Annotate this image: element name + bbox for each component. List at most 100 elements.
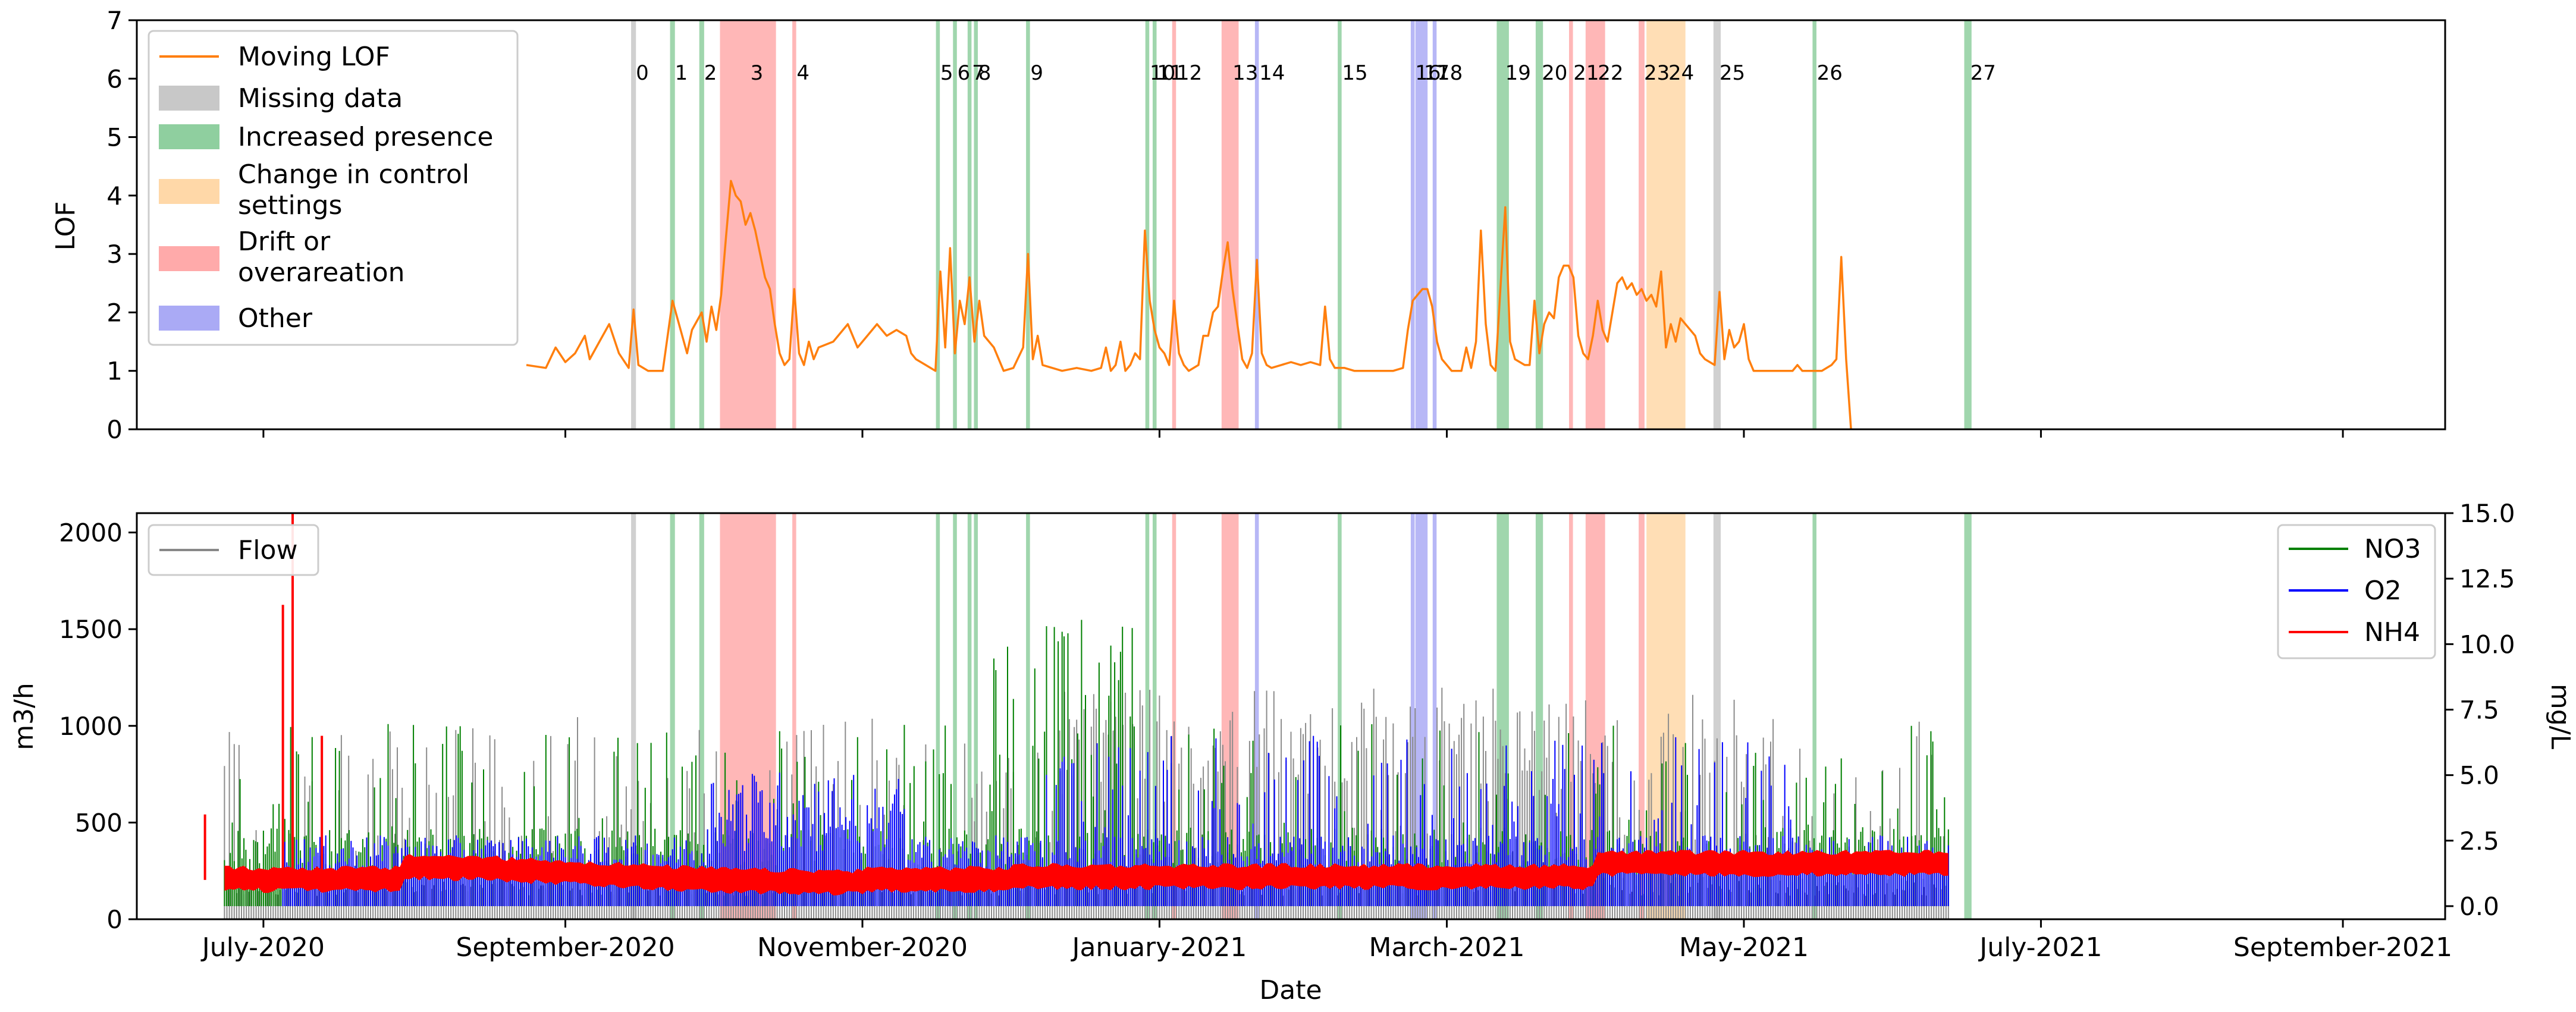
event-band-top — [1152, 20, 1157, 429]
sensor-panel: 0 500 1000 1500 2000 0.0 2.5 5.0 7.5 10.0 12.5 15.… — [9, 499, 2575, 1005]
event-band-top — [1254, 20, 1259, 429]
lof-line-group — [526, 180, 1852, 430]
event-band-top — [1338, 20, 1342, 429]
event-band-top — [1496, 20, 1509, 429]
legend-patch-swatch — [159, 306, 219, 331]
date-x-tick-label: September-2020 — [456, 932, 674, 963]
event-band-top — [792, 20, 796, 429]
flow-legend-box — [148, 524, 319, 576]
conc-y-tick-label: 12.5 — [2459, 564, 2515, 593]
date-x-ticks: July-2020 September-2020 November-2020 Janu… — [200, 919, 2452, 963]
sensor-plot-frame — [136, 512, 2446, 920]
flow-legend-label: Flow — [238, 535, 297, 565]
nh4-series — [224, 850, 1949, 896]
conc-y-tick-label: 15.0 — [2459, 499, 2515, 528]
event-label: 16 — [1415, 61, 1441, 85]
legend-label-line: Drift or — [238, 227, 331, 257]
event-band-bottom — [1410, 513, 1415, 919]
event-label: 7 — [972, 61, 985, 85]
event-label: 19 — [1505, 61, 1531, 85]
conc-legend: NO3 O2 NH4 — [2277, 524, 2436, 659]
legend-label-line: settings — [238, 190, 342, 221]
x-axis-label: Date — [1259, 975, 1322, 1005]
event-label: 20 — [1542, 61, 1567, 85]
event-band-bottom — [1432, 513, 1437, 919]
event-band-bottom — [1639, 513, 1645, 919]
lof-plot-frame — [136, 19, 2446, 430]
event-label: 6 — [958, 61, 971, 85]
lof-line — [526, 180, 1852, 430]
event-band-top — [1410, 20, 1415, 429]
lof-y-tick-label: 4 — [106, 181, 123, 210]
conc-y-tick-label: 5.0 — [2459, 761, 2499, 790]
date-x-tick-label: July-2021 — [1978, 932, 2102, 963]
event-band-top — [1812, 20, 1816, 429]
event-label: 24 — [1668, 61, 1694, 85]
event-band-bottom — [967, 513, 972, 919]
event-label: 25 — [1720, 61, 1745, 85]
event-band-top — [631, 20, 636, 429]
conc-legend-label: NO3 — [2364, 534, 2421, 564]
lof-legend: Moving LOF Missing data Increased presence… — [148, 30, 519, 346]
event-label: 27 — [1971, 61, 1996, 85]
event-band-top — [1026, 20, 1030, 429]
event-band-bottom — [1812, 513, 1816, 919]
flow-y-tick-label: 500 — [75, 808, 123, 837]
event-band-top — [967, 20, 972, 429]
event-label: 0 — [636, 61, 649, 85]
event-band-top — [1172, 20, 1176, 429]
event-band-bottom — [1172, 513, 1176, 919]
event-band-top — [1221, 20, 1239, 429]
event-label: 12 — [1176, 61, 1202, 85]
event-label: 2 — [704, 61, 717, 85]
top-event-bands — [631, 20, 1972, 429]
event-band-bottom — [1026, 513, 1030, 919]
legend-patch-swatch — [159, 124, 219, 149]
flow-y-tick-label: 0 — [106, 905, 123, 934]
event-label: 10 — [1150, 61, 1175, 85]
conc-y-axis-label: mg/L — [2545, 684, 2575, 750]
legend-label-line: Change in control — [238, 159, 469, 190]
lof-y-tick-label: 2 — [106, 298, 123, 327]
event-label: 21 — [1573, 61, 1599, 85]
event-band-bottom — [1254, 513, 1259, 919]
event-band-bottom — [1338, 513, 1342, 919]
event-band-bottom — [1535, 513, 1543, 919]
event-band-top — [974, 20, 978, 429]
date-x-tick-label: May-2021 — [1679, 932, 1809, 963]
event-band-bottom — [974, 513, 978, 919]
event-label: 5 — [940, 61, 953, 85]
event-band-bottom — [953, 513, 957, 919]
conc-legend-label: O2 — [2364, 576, 2402, 606]
event-band-top — [670, 20, 675, 429]
event-band-top — [699, 20, 704, 429]
event-band-top — [1639, 20, 1645, 429]
legend-patch-swatch — [159, 179, 219, 204]
date-x-tick-label: January-2021 — [1070, 932, 1247, 963]
event-band-bottom — [792, 513, 796, 919]
event-label: 26 — [1817, 61, 1843, 85]
event-label: 9 — [1030, 61, 1043, 85]
legend-entry-label: Drift or overareation — [238, 227, 405, 288]
legend-entry-label: Moving LOF — [238, 42, 390, 72]
conc-legend-box — [2277, 524, 2436, 659]
conc-legend-label: NH4 — [2364, 617, 2420, 648]
date-x-tick-label: November-2020 — [757, 932, 968, 963]
lof-legend-box — [148, 30, 519, 346]
conc-y-tick-label: 0.0 — [2459, 892, 2499, 921]
event-label: 23 — [1644, 61, 1670, 85]
legend-patch-swatch — [159, 86, 219, 111]
conc-y-tick-label: 7.5 — [2459, 695, 2499, 724]
flow-y-tick-label: 1000 — [59, 712, 123, 741]
legend-label-line: overareation — [238, 257, 405, 288]
legend-entry-label: Increased presence — [238, 122, 493, 152]
event-band-bottom — [1152, 513, 1157, 919]
lof-y-tick-label: 5 — [106, 123, 123, 152]
conc-y-tick-label: 2.5 — [2459, 826, 2499, 856]
event-label: 14 — [1259, 61, 1285, 85]
event-band-top — [720, 20, 776, 429]
flow-y-axis-label: m3/h — [9, 683, 39, 750]
